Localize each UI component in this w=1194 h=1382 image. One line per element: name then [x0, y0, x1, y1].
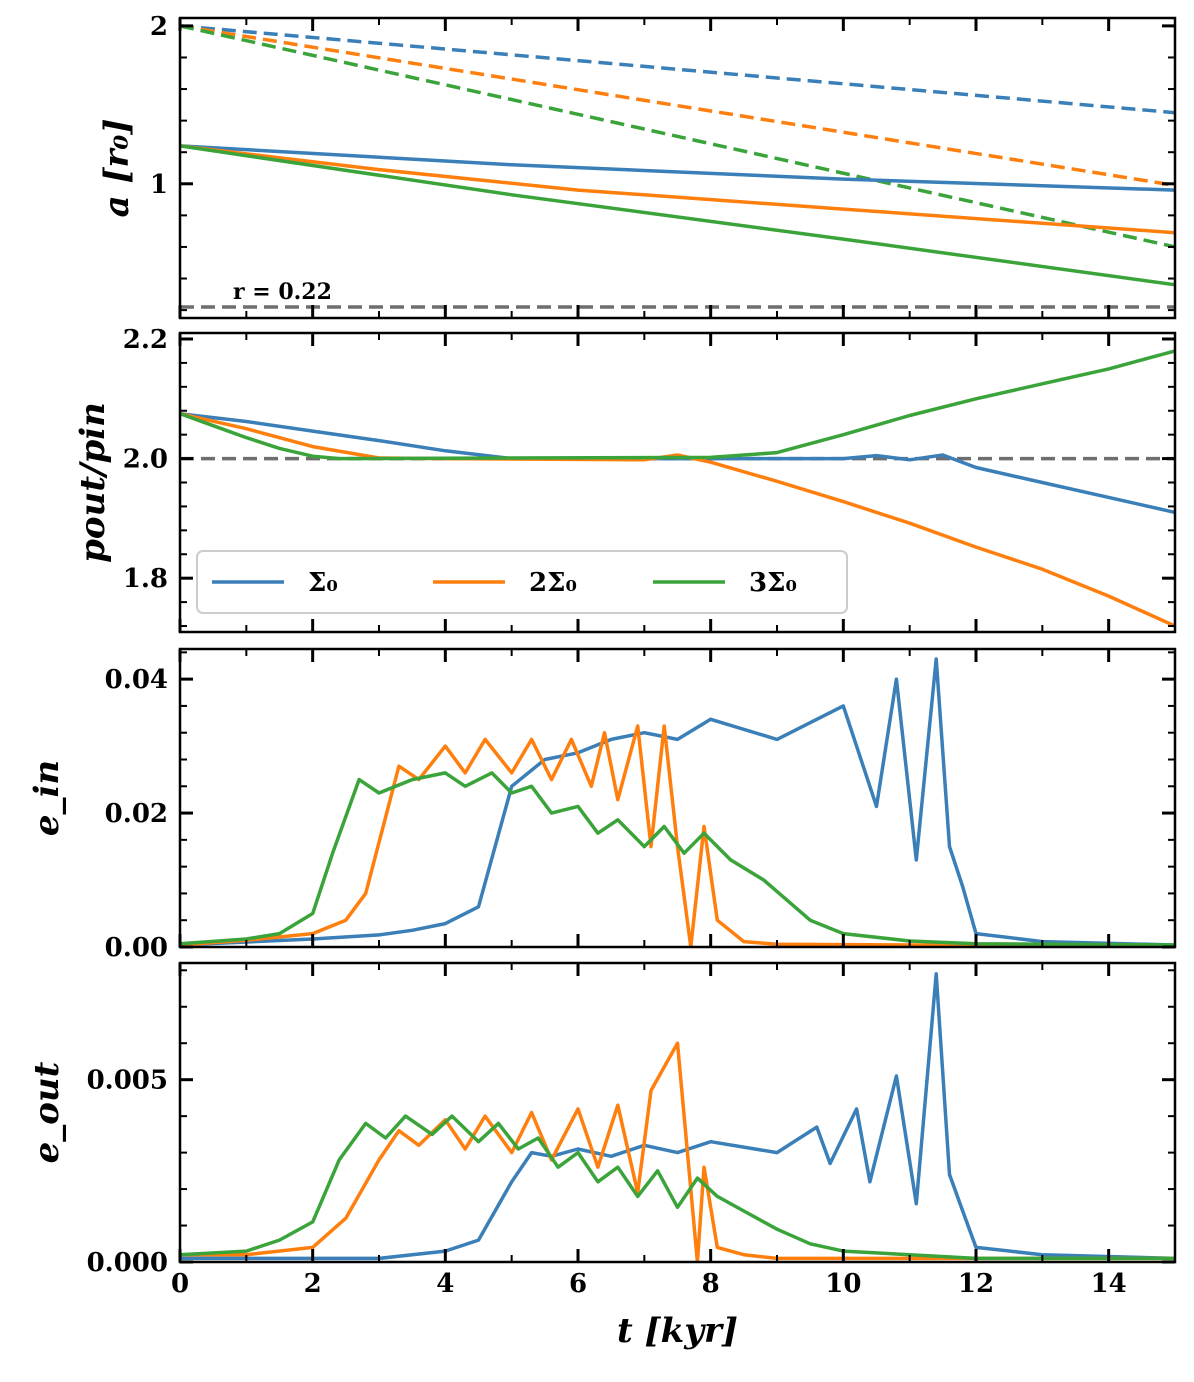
x-tick-label: 4 — [436, 1269, 454, 1299]
series-line-sigma3 — [180, 1114, 1175, 1261]
y-axis-label: e_in — [27, 760, 67, 836]
plot-frame — [178, 16, 1177, 320]
y-axis-label: a [r₀] — [97, 119, 137, 218]
x-tick-label: 10 — [825, 1269, 861, 1299]
legend-box — [196, 550, 848, 614]
panel-eout: 0.000 0.005 e_out — [27, 961, 1177, 1278]
panel-a: 1 2 a [r₀] r = 0.22 — [97, 12, 1177, 320]
legend: Σ₀ 2Σ₀ 3Σ₀ — [196, 550, 848, 614]
x-tick-label: 6 — [569, 1269, 587, 1299]
legend-item-sigma0: Σ₀ — [212, 568, 338, 598]
y-tick-label: 1.8 — [123, 564, 168, 594]
series-group — [180, 657, 1175, 947]
series-line-sigma3-dashed — [180, 24, 1175, 249]
x-axis-label: t [kyr] — [617, 1311, 738, 1351]
plot-frame — [178, 961, 1177, 1264]
plot-frame — [178, 647, 1177, 949]
series-line-sigma2-solid — [180, 144, 1175, 235]
series-line-sigma3-solid — [180, 144, 1175, 287]
reference-annotation: r = 0.22 — [233, 279, 332, 305]
y-tick-label: 0.00 — [105, 933, 168, 963]
legend-label: 3Σ₀ — [749, 568, 797, 598]
series-line-sigma2 — [180, 411, 1175, 628]
y-tick-label: 0.000 — [87, 1248, 168, 1278]
legend-label: 2Σ₀ — [529, 568, 577, 598]
y-tick-label: 2.2 — [123, 325, 168, 355]
series-group — [180, 972, 1175, 1262]
series-line-sigma3 — [180, 349, 1175, 461]
legend-item-sigma3: 3Σ₀ — [653, 568, 797, 598]
x-tick-label: 8 — [702, 1269, 720, 1299]
x-tick-label: 2 — [304, 1269, 322, 1299]
series-line-sigma0-solid — [180, 144, 1175, 192]
y-axis-label: e_out — [27, 1061, 67, 1163]
series-line-sigma0 — [180, 657, 1175, 947]
y-tick-label: 0.04 — [105, 665, 168, 695]
y-tick-label: 0.02 — [105, 799, 168, 829]
x-tick-label: 14 — [1091, 1269, 1127, 1299]
legend-label: Σ₀ — [308, 568, 338, 598]
series-group — [180, 24, 1175, 287]
series-line-sigma2 — [180, 724, 1175, 947]
panel-ein: 0.00 0.02 0.04 e_in — [27, 647, 1177, 963]
series-line-sigma3 — [180, 771, 1175, 947]
x-tick-label: 12 — [958, 1269, 994, 1299]
y-axis-label: pout/pin — [73, 402, 113, 563]
x-tick-label: 0 — [171, 1269, 189, 1299]
panel-ratio: 1.8 2.0 2.2 pout/pin — [73, 325, 1177, 634]
series-line-sigma0 — [180, 972, 1175, 1261]
legend-item-sigma2: 2Σ₀ — [433, 568, 577, 598]
y-tick-label: 1 — [150, 170, 168, 200]
y-tick-label: 2 — [150, 12, 168, 42]
series-line-sigma2-dashed — [180, 24, 1175, 188]
series-line-sigma0-dashed — [180, 24, 1175, 115]
y-tick-label: 2.0 — [123, 445, 168, 475]
series-line-sigma0 — [180, 411, 1175, 515]
series-group — [180, 349, 1175, 628]
y-tick-label: 0.005 — [87, 1066, 168, 1096]
